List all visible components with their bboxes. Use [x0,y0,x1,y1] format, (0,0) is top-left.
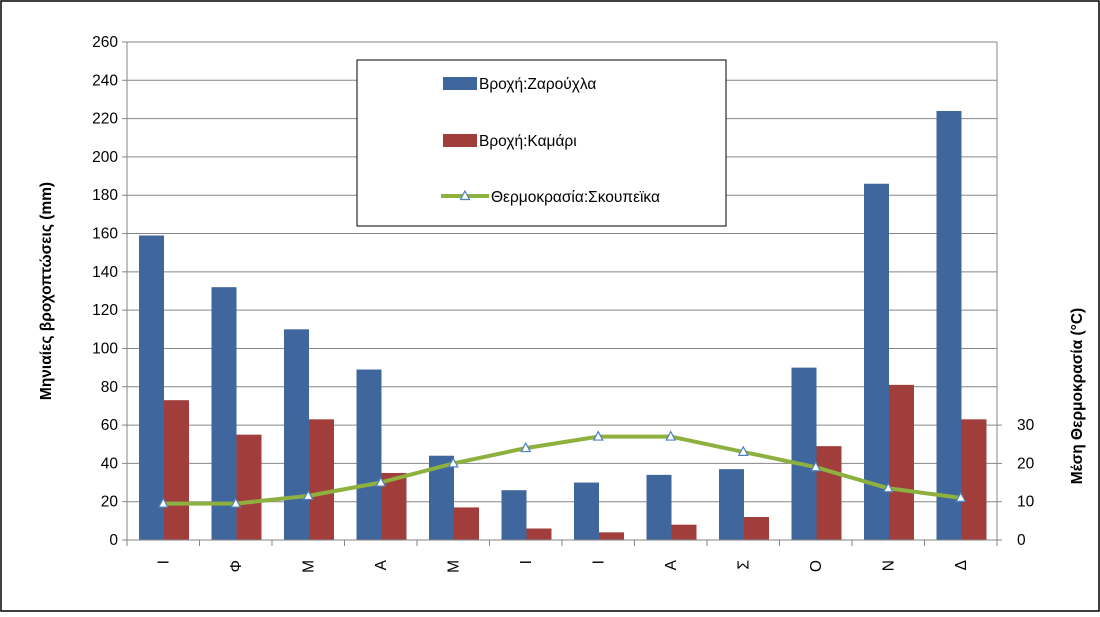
y2-tick-label: 20 [1017,455,1035,472]
x-tick-label: Μ [300,560,317,573]
temperature-marker [375,476,387,487]
bar [356,369,382,540]
bar [791,367,817,540]
legend: Βροχή:Ζαρούχλα Βροχή:Καμάρι Θερμοκρασία:Σκ… [356,59,727,227]
bar [284,329,309,540]
bars [139,110,987,540]
y-tick-label: 100 [92,340,118,357]
x-tick-label: Δ [953,560,970,570]
temperature-marker [882,482,894,493]
y-tick-label: 20 [101,494,119,511]
legend-swatch [443,77,477,90]
x-tick-label: Ι [518,560,535,564]
y-tick-label: 140 [92,264,118,281]
y-tick-label: 180 [92,187,118,204]
y-tick-label: 160 [92,226,118,243]
legend-label: Θερμοκρασία:Σκουπεϊκα [491,189,660,206]
temperature-marker [592,430,604,441]
x-tick-label: Μ [445,560,462,573]
temperature-marker [230,497,242,508]
bar [599,532,624,540]
y-tick-label: 60 [101,417,119,434]
y-axis-label: Μηνιαίες βροχοπτώσεις (mm) [38,182,55,400]
y-tick-label: 80 [101,379,119,396]
x-tick-label: Φ [228,560,245,572]
y2-tick-label: 30 [1017,417,1035,434]
x-tick-label: Ι [590,560,607,564]
bar [816,446,842,540]
bar [646,474,672,540]
y-tick-label: 220 [92,111,118,128]
temperature-marker [447,457,459,468]
bar [139,235,164,540]
y2-tick-label: 10 [1017,494,1035,511]
x-tick-label: Α [663,559,680,570]
x-tick-label: Α [373,559,390,570]
axes: 0 20 40 60 80 100 120 140 160 180 200 220 240 260 0 10 2… [92,34,1034,573]
y-tick-label: 0 [109,532,118,549]
bar [961,419,987,540]
legend-box [356,59,727,227]
bar [164,400,189,540]
legend-marker [459,189,471,201]
y-tick-label: 240 [92,72,118,89]
bar [671,524,697,540]
temperature-line-path [163,434,962,506]
y-tick-label: 200 [92,149,118,166]
bar [454,507,479,540]
bar [719,469,744,540]
bar [936,110,962,540]
bar [526,528,552,540]
legend-label: Βροχή:Ζαρούχλα [479,76,596,93]
bar [381,472,407,540]
bar [236,434,262,540]
temperature-marker [955,491,967,502]
temperature-marker [665,430,677,441]
temperature-marker [302,489,314,501]
bar [309,419,334,540]
y-tick-label: 120 [92,302,118,319]
y2-axis-label: Μέση Θερμοκρασία (°C) [1069,308,1086,484]
bar [211,287,237,540]
bar [744,517,769,540]
y-tick-label: 260 [92,34,118,51]
bar [889,384,914,540]
temperature-line [157,430,967,508]
x-tick-label: Σ [735,560,752,570]
temperature-marker [520,441,532,453]
x-tick-label: Ο [808,560,825,572]
y2-tick-label: 0 [1017,532,1026,549]
temperature-marker [737,445,749,456]
legend-swatch [443,134,477,147]
x-tick-label: Ν [880,560,897,571]
y-tick-label: 40 [101,455,119,472]
temperature-marker [157,497,169,508]
x-tick-label: Ι [155,560,172,564]
temperature-marker [810,460,822,472]
bar [574,482,599,540]
legend-label: Βροχή:Καμάρι [479,133,577,150]
bar [501,490,527,540]
